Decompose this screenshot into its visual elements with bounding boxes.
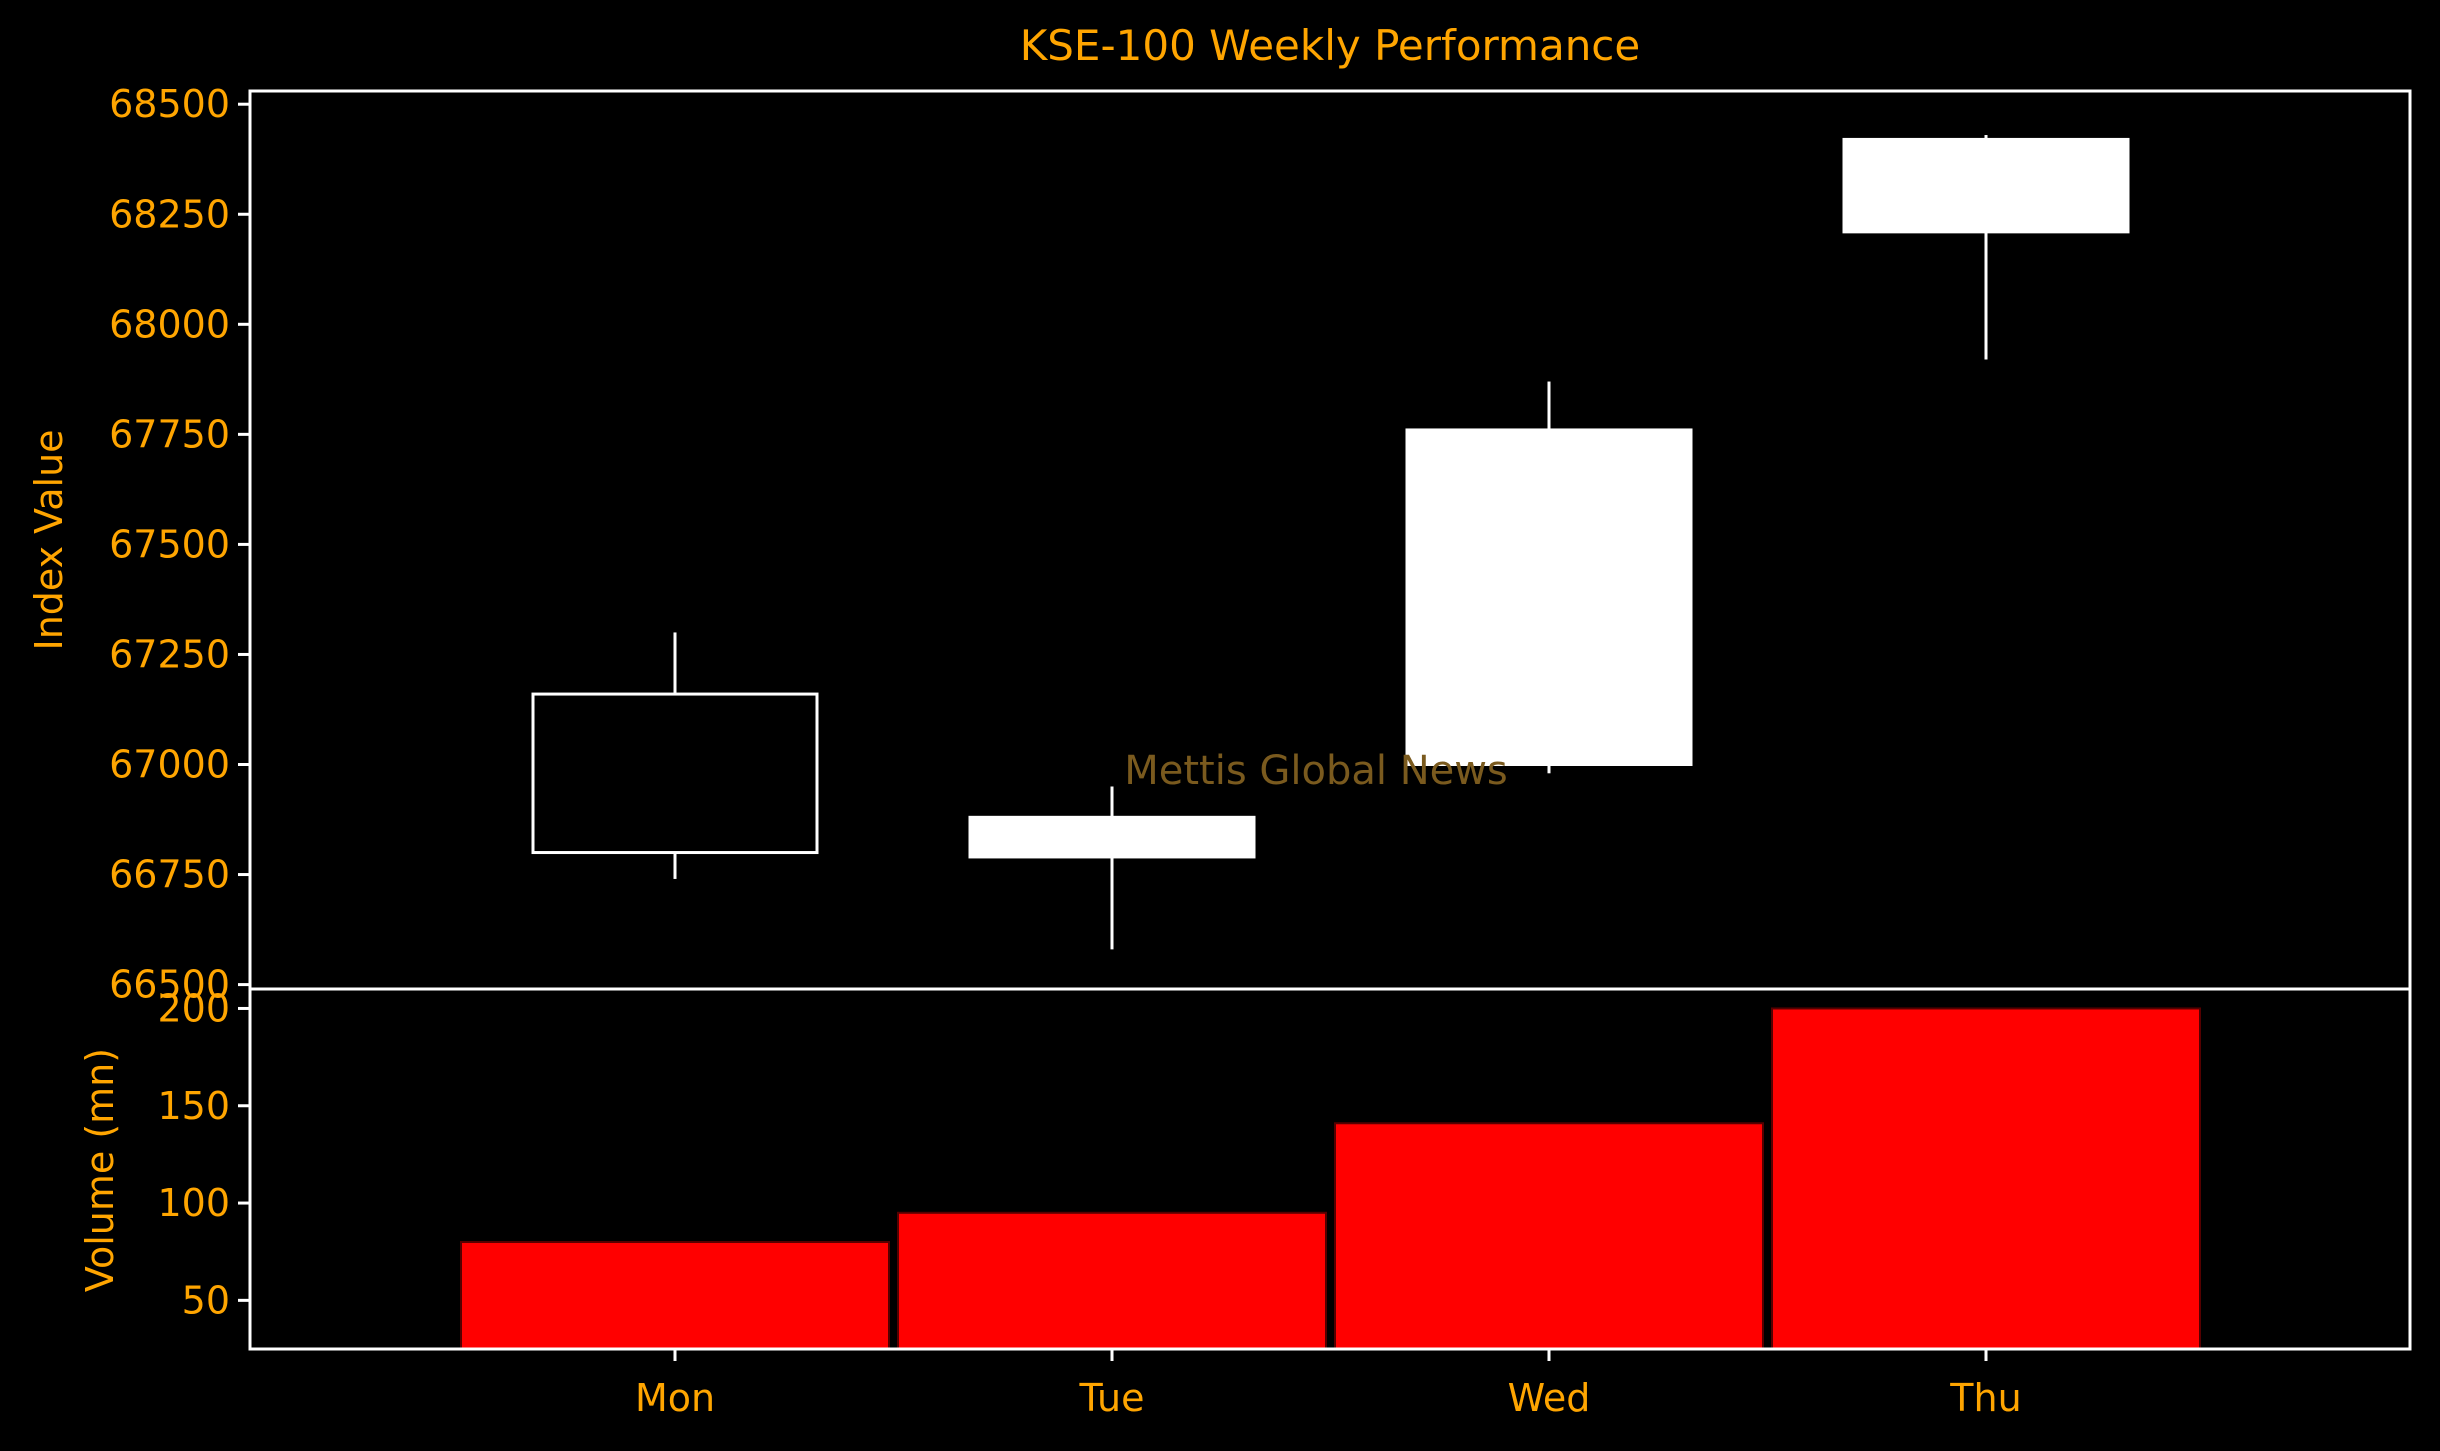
volume-bar: [460, 1240, 890, 1351]
price-tick-label: 67250: [109, 632, 230, 676]
price-tick-label: 68000: [109, 302, 230, 346]
candle-body: [531, 692, 819, 855]
candle-body: [1842, 137, 2130, 234]
volume-tick-label: 200: [157, 986, 230, 1030]
volume-bar: [897, 1211, 1327, 1351]
price-tick-label: 68500: [109, 82, 230, 126]
volume-tick-label: 50: [182, 1278, 230, 1322]
candle-body: [968, 815, 1256, 859]
x-tick-label: Tue: [1079, 1376, 1145, 1420]
price-tick-label: 67750: [109, 412, 230, 456]
candle-body: [1405, 428, 1693, 766]
x-tick-label: Thu: [1949, 1376, 2021, 1420]
x-tick-label: Wed: [1508, 1376, 1591, 1420]
x-axis-ticks: Mon Tue Wed Thu: [635, 1349, 2022, 1420]
price-tick-label: 67000: [109, 743, 230, 787]
volume-tick-label: 150: [157, 1084, 230, 1128]
volume-bar-series: [460, 1007, 2201, 1351]
volume-tick-label: 100: [157, 1181, 230, 1225]
volume-axis-label: Volume (mn): [78, 1048, 122, 1292]
volume-bar: [1334, 1122, 1764, 1350]
volume-bar: [1771, 1007, 2201, 1350]
price-tick-label: 66750: [109, 853, 230, 897]
volume-panel-frame: [248, 987, 2412, 1351]
candlestick-series: [531, 135, 2130, 950]
price-axis-label: Index Value: [27, 429, 71, 650]
watermark-text: Mettis Global News: [1124, 748, 1508, 794]
price-axis-ticks: 66500 66750 67000 67250 67500 67750 68000 68250…: [109, 82, 250, 1007]
price-tick-label: 68250: [109, 192, 230, 236]
price-tick-label: 67500: [109, 522, 230, 566]
volume-axis-ticks: 50 100 150 200: [157, 986, 250, 1322]
x-tick-label: Mon: [635, 1376, 715, 1420]
price-tick-label: 66500: [109, 963, 230, 1007]
chart-title: KSE-100 Weekly Performance: [1020, 21, 1641, 70]
